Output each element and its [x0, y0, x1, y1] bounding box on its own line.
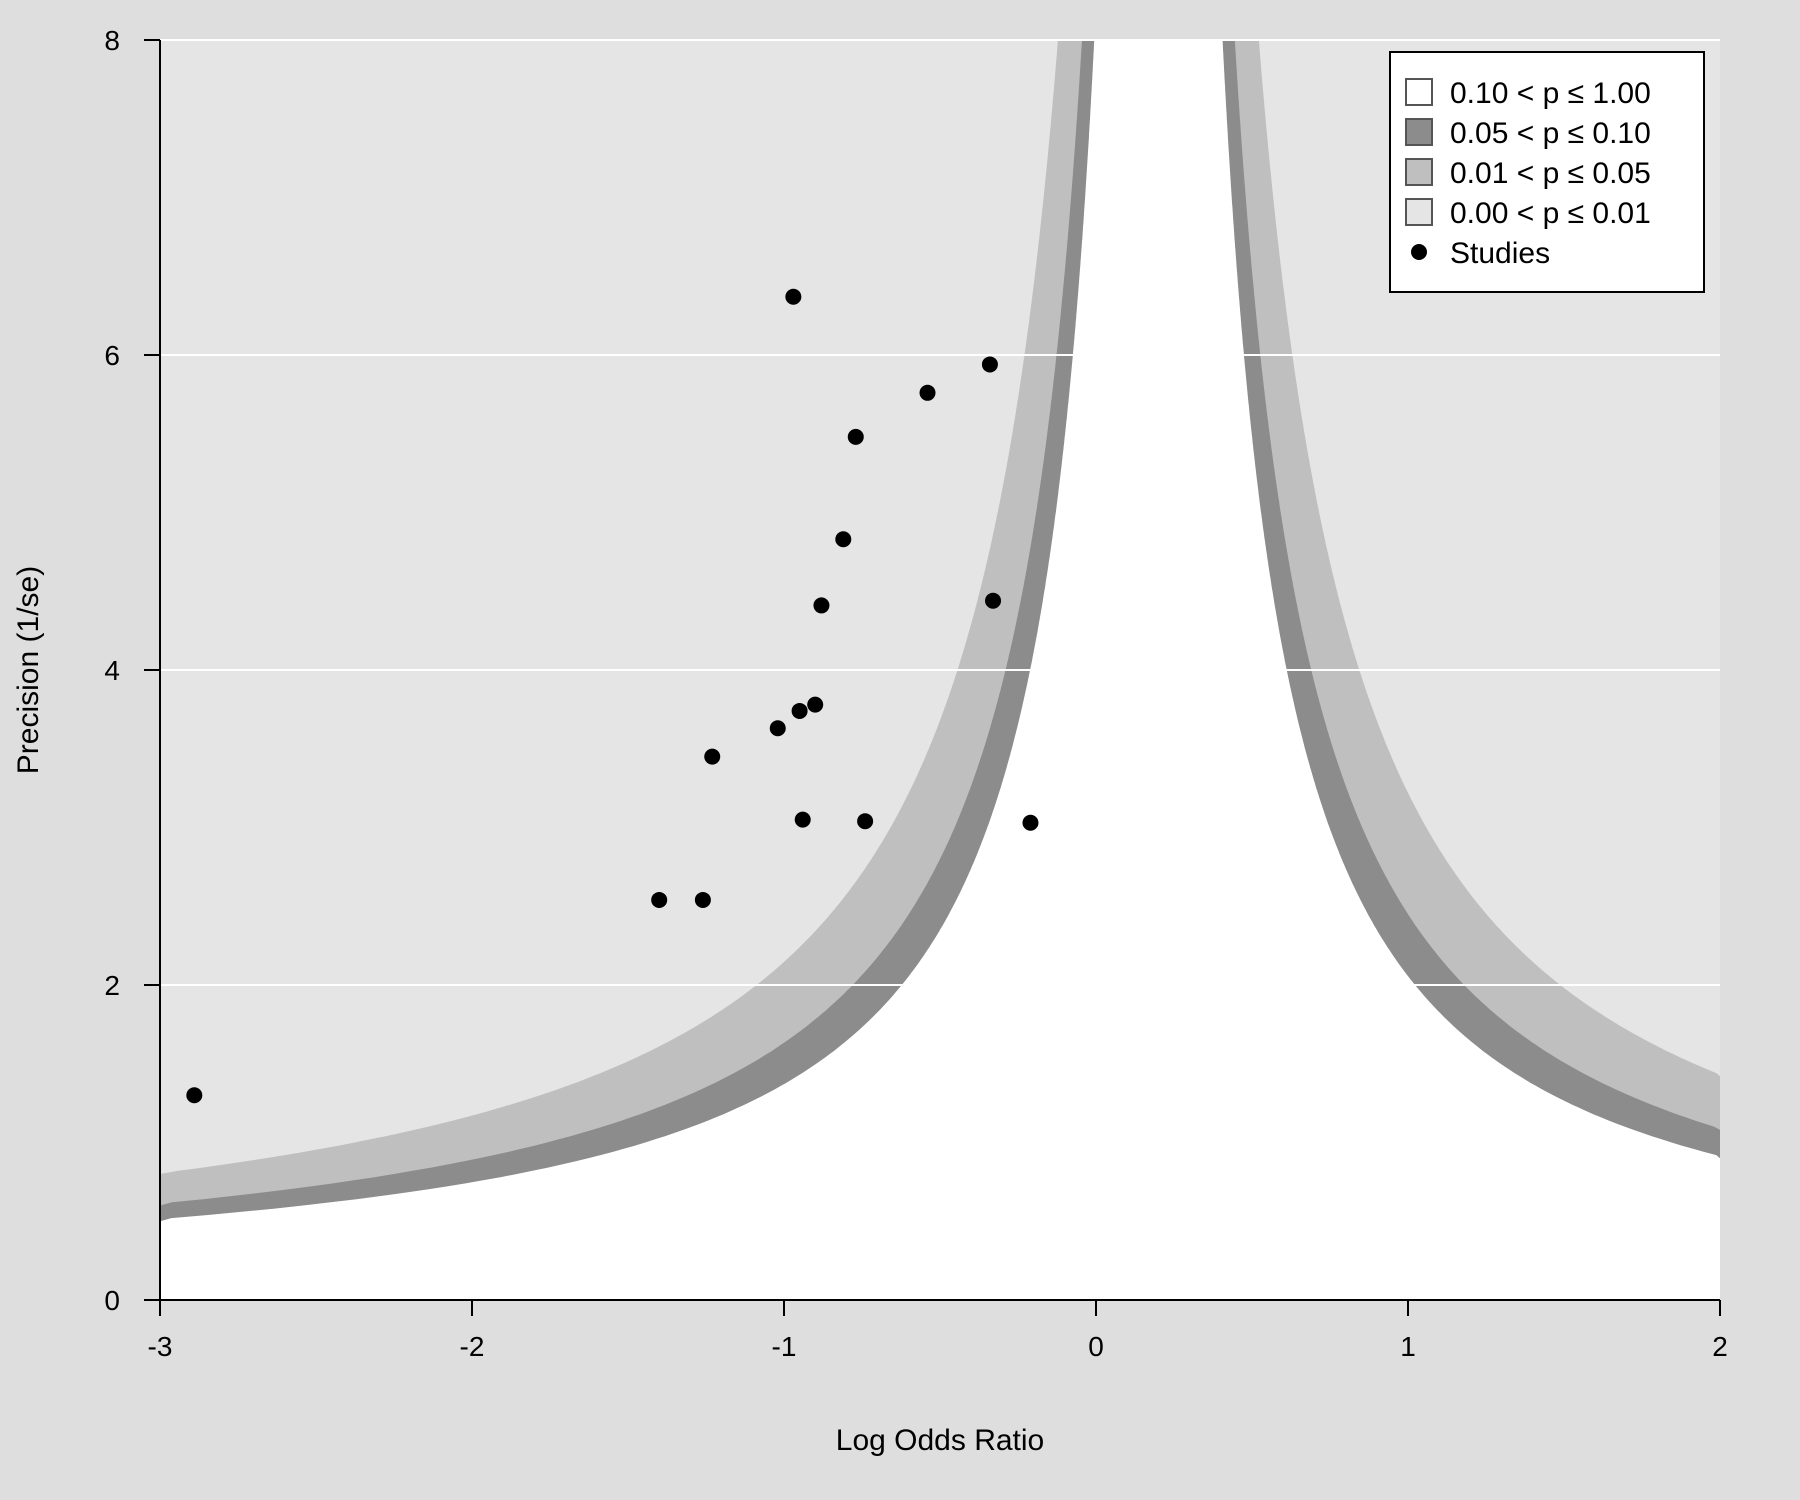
y-axis-title: Precision (1/se) — [12, 566, 45, 774]
y-tick-label: 2 — [104, 970, 120, 1001]
study-point — [1022, 814, 1039, 831]
legend-box — [1389, 51, 1705, 293]
legend-swatch — [1405, 118, 1433, 146]
x-axis-title: Log Odds Ratio — [836, 1424, 1044, 1457]
legend-label: 0.10 < p ≤ 1.00 — [1450, 77, 1651, 110]
study-point — [981, 356, 998, 373]
x-tick-label: 1 — [1400, 1331, 1416, 1362]
legend-swatch — [1405, 198, 1433, 226]
legend-label: 0.00 < p ≤ 0.01 — [1450, 197, 1651, 230]
legend-label: 0.01 < p ≤ 0.05 — [1450, 157, 1651, 190]
study-points — [186, 288, 1039, 1104]
x-tick-label: -2 — [460, 1331, 485, 1362]
legend-swatch — [1405, 158, 1433, 186]
x-tick-label: 2 — [1712, 1331, 1728, 1362]
study-point — [186, 1087, 203, 1104]
legend: 0.10 < p ≤ 1.00 0.05 < p ≤ 0.10 0.01 < p ≤… — [1389, 51, 1705, 293]
y-tick-label: 6 — [104, 340, 120, 371]
study-point — [919, 384, 936, 401]
study-point — [791, 702, 808, 719]
study-point — [769, 720, 786, 737]
x-axis-ticks: -3 -2 -1 0 1 2 — [148, 1300, 1728, 1362]
study-point — [813, 597, 830, 614]
study-point — [847, 428, 864, 445]
study-point — [704, 748, 721, 765]
study-point — [785, 288, 802, 305]
legend-point-marker — [1411, 244, 1427, 260]
study-point — [651, 891, 668, 908]
study-point — [694, 891, 711, 908]
axes: -3 -2 -1 0 1 2 0 2 4 6 8 Log Odds Ratio Precision… — [12, 25, 1728, 1457]
x-tick-label: -3 — [148, 1331, 173, 1362]
study-point — [835, 531, 852, 548]
y-tick-label: 8 — [104, 25, 120, 56]
x-tick-label: -1 — [772, 1331, 797, 1362]
study-point — [985, 592, 1002, 609]
x-tick-label: 0 — [1088, 1331, 1104, 1362]
legend-items: 0.10 < p ≤ 1.00 0.05 < p ≤ 0.10 0.01 < p ≤… — [1405, 77, 1651, 270]
study-point — [794, 811, 811, 828]
study-point — [857, 813, 874, 830]
gridlines — [160, 39, 1720, 986]
y-tick-label: 0 — [104, 1285, 120, 1316]
legend-swatch — [1405, 78, 1433, 106]
y-tick-label: 4 — [104, 655, 120, 686]
y-axis-ticks: 0 2 4 6 8 — [104, 25, 160, 1316]
legend-label: Studies — [1450, 237, 1550, 270]
legend-label: 0.05 < p ≤ 0.10 — [1450, 117, 1651, 150]
study-point — [807, 696, 824, 713]
